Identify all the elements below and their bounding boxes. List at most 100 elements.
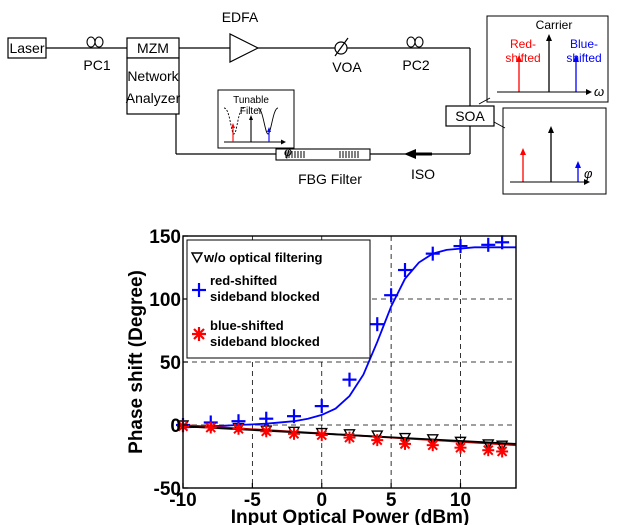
voa-icon — [334, 37, 349, 57]
filtered-blue-tip — [575, 161, 581, 168]
filtered-spectrum-inset — [502, 107, 607, 195]
filtered-phi-label: φ — [584, 166, 593, 181]
voa-label: VOA — [332, 59, 362, 75]
y-axis-title: Phase shift (Degree) — [126, 270, 147, 454]
spectrum-omega-label: ω — [594, 84, 604, 99]
carrier-label: Carrier — [536, 18, 573, 32]
data-point — [204, 421, 217, 434]
red-shifted-label-2: shifted — [505, 51, 540, 65]
pc2-icon — [406, 36, 424, 48]
data-point — [482, 439, 495, 451]
pc2-label: PC2 — [402, 57, 429, 73]
edfa-triangle-icon — [229, 33, 260, 63]
data-point — [496, 445, 509, 458]
data-point — [371, 434, 384, 447]
blue-shifted-label-2: shifted — [566, 51, 601, 65]
tunable-red-sideband-tip — [231, 123, 235, 128]
spectrum-inset — [486, 15, 609, 103]
filtered-carrier-tip — [548, 126, 554, 133]
data-point — [481, 237, 496, 252]
setup-diagram: Laser PC1 MZM Network Analyzer EDFA VOA … — [7, 9, 609, 195]
data-point — [454, 436, 467, 448]
legend-label-3-line-1: blue-shifted — [210, 318, 284, 333]
data-point — [342, 372, 357, 387]
data-point — [453, 239, 468, 254]
legend-box — [186, 239, 371, 359]
legend-label-2-line-1: red-shifted — [210, 273, 277, 288]
iso-label: ISO — [411, 166, 435, 182]
tunable-filter-dip-left — [223, 107, 245, 135]
data-point — [314, 399, 329, 414]
y-tick-label: 0 — [170, 416, 181, 437]
data-point — [288, 427, 300, 440]
data-point — [287, 409, 301, 424]
tunable-filter-label-2: Filter — [240, 106, 263, 117]
data-point — [482, 444, 495, 457]
data-point — [425, 246, 440, 261]
filtered-axis-arrow — [584, 179, 590, 185]
filtered-red-tip — [520, 148, 526, 155]
data-point — [399, 437, 411, 450]
tunable-carrier-tip — [249, 115, 253, 120]
spectrum-blue-tip — [573, 55, 579, 62]
tunable-filter-label-1: Tunable — [233, 95, 269, 106]
legend-label-2: red-shifted sideband blocked — [210, 273, 320, 304]
data-point — [426, 434, 439, 446]
x-axis-title: Input Optical Power (dBm) — [231, 507, 470, 525]
mzm-label: MZM — [137, 40, 169, 56]
data-point — [260, 425, 273, 438]
data-point — [343, 431, 356, 444]
marker-layer — [176, 235, 510, 458]
data-point — [232, 422, 245, 435]
legend-label-2-line-2: sideband blocked — [210, 289, 320, 304]
fbg-filter-box — [275, 148, 371, 161]
fbg-grating-icon — [285, 151, 359, 158]
pc1-icon — [86, 36, 104, 48]
iso-arrow-icon — [404, 149, 432, 159]
y-tick-label: -50 — [154, 479, 181, 500]
data-point — [384, 288, 399, 303]
data-point — [371, 430, 384, 442]
soa-label: SOA — [455, 108, 485, 124]
data-point — [454, 441, 467, 454]
tunable-blue-sideband-tip — [267, 127, 271, 132]
data-point — [398, 432, 412, 445]
red-shifted-label-1: Red- — [510, 37, 536, 51]
filtered-pointer — [493, 121, 506, 129]
x-tick-label: 0 — [316, 490, 327, 511]
data-point — [495, 235, 510, 250]
network-analyzer-label-1: Network — [127, 68, 179, 84]
y-tick-label: 100 — [149, 290, 181, 311]
tunable-filter-dip-right — [257, 107, 279, 135]
edfa-label: EDFA — [222, 9, 259, 25]
legend-label-1: w/o optical filtering — [203, 250, 323, 265]
spectrum-axis-arrow — [586, 89, 592, 95]
x-tick-label: -5 — [244, 490, 261, 511]
y-tick-label: 50 — [160, 353, 181, 374]
tunable-filter-inset — [217, 89, 295, 149]
network-analyzer-label-2: Analyzer — [126, 90, 181, 106]
x-tick-label: 10 — [450, 490, 471, 511]
legend-label-3-line-2: sideband blocked — [210, 334, 320, 349]
spectrum-red-tip — [516, 55, 522, 62]
data-point — [426, 439, 439, 452]
laser-label: Laser — [9, 40, 44, 56]
fbg-filter-label: FBG Filter — [298, 171, 362, 187]
data-point — [370, 317, 385, 332]
legend-marker-plus — [192, 283, 206, 297]
blue-shifted-label-1: Blue- — [570, 37, 598, 51]
y-tick-label: 150 — [149, 227, 181, 248]
x-tick-label: -10 — [169, 490, 196, 511]
tunable-filter-axis-arrow — [281, 139, 286, 145]
soa-box — [445, 105, 495, 127]
tunable-phi-label: φ — [284, 145, 292, 159]
legend: w/o optical filtering red-shifted sideba… — [186, 239, 371, 359]
blue-fit — [182, 246, 516, 429]
legend-marker-triangle — [190, 252, 204, 264]
legend-label-3: blue-shifted sideband blocked — [210, 318, 320, 349]
network-analyzer-box — [126, 57, 180, 115]
spectrum-pointer — [478, 97, 491, 105]
pc1-label: PC1 — [83, 57, 110, 73]
